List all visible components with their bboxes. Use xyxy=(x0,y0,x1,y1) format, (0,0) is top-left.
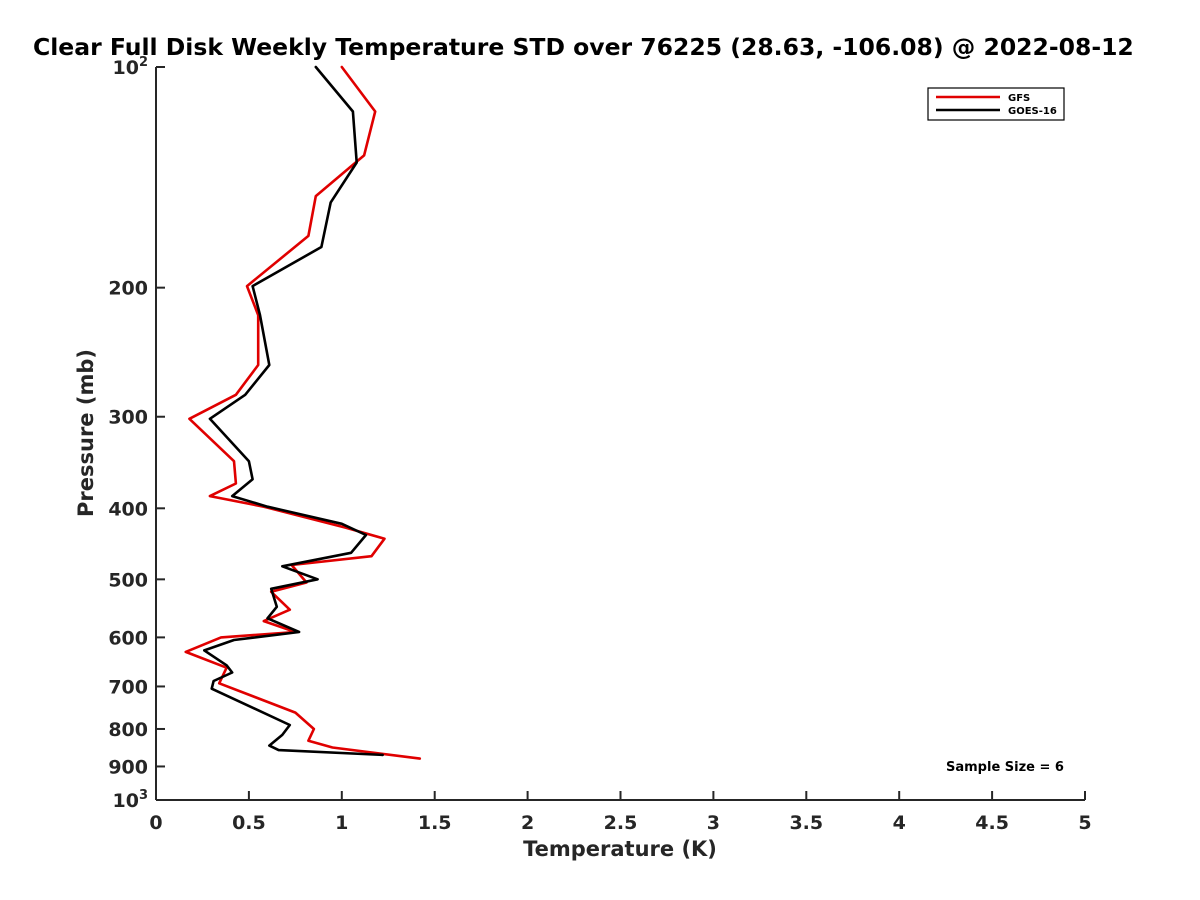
x-tick-label: 2.5 xyxy=(604,812,638,834)
y-tick-label: 300 xyxy=(108,407,148,429)
x-tick-label: 1.5 xyxy=(418,812,452,834)
y-tick-label: 800 xyxy=(108,719,148,741)
legend: GFS GOES-16 xyxy=(927,87,1065,121)
y-tick-label: 500 xyxy=(108,569,148,591)
x-tick-label: 2 xyxy=(521,812,534,834)
y-tick-label: 900 xyxy=(108,756,148,778)
legend-box xyxy=(927,87,1065,121)
x-tick-label: 3 xyxy=(707,812,720,834)
x-tick-label: 3.5 xyxy=(789,812,823,834)
legend-gfs-label: GFS xyxy=(1008,93,1030,104)
x-tick-label: 1 xyxy=(335,812,348,834)
y-tick-label: 102 xyxy=(113,55,149,79)
x-tick-label: 4 xyxy=(893,812,906,834)
x-tick-label: 4.5 xyxy=(975,812,1009,834)
y-tick-label: 103 xyxy=(113,788,149,812)
x-tick-label: 5 xyxy=(1078,812,1091,834)
y-tick-label: 400 xyxy=(108,498,148,520)
y-tick-label: 200 xyxy=(108,278,148,300)
axes xyxy=(155,67,1085,801)
series-layer xyxy=(184,65,422,760)
y-tick-label: 600 xyxy=(108,627,148,649)
legend-goes-label: GOES-16 xyxy=(1008,106,1057,117)
y-ticks: 102 200 300 400 500 600 700 800 900 103 xyxy=(108,55,165,812)
sample-size-annotation: Sample Size = 6 xyxy=(946,760,1064,775)
x-axis-label: Temperature (K) xyxy=(523,837,717,861)
x-tick-label: 0.5 xyxy=(232,812,266,834)
x-tick-label: 0 xyxy=(149,812,162,834)
y-tick-label: 700 xyxy=(108,676,148,698)
x-ticks: 0 0.5 1 1.5 2 2.5 3 3.5 4 4.5 5 xyxy=(149,791,1092,834)
chart-title: Clear Full Disk Weekly Temperature STD o… xyxy=(33,33,1134,61)
series-line-goes-16 xyxy=(203,65,385,757)
y-axis-label: Pressure (mb) xyxy=(74,349,98,517)
series-line-gfs xyxy=(184,65,422,760)
